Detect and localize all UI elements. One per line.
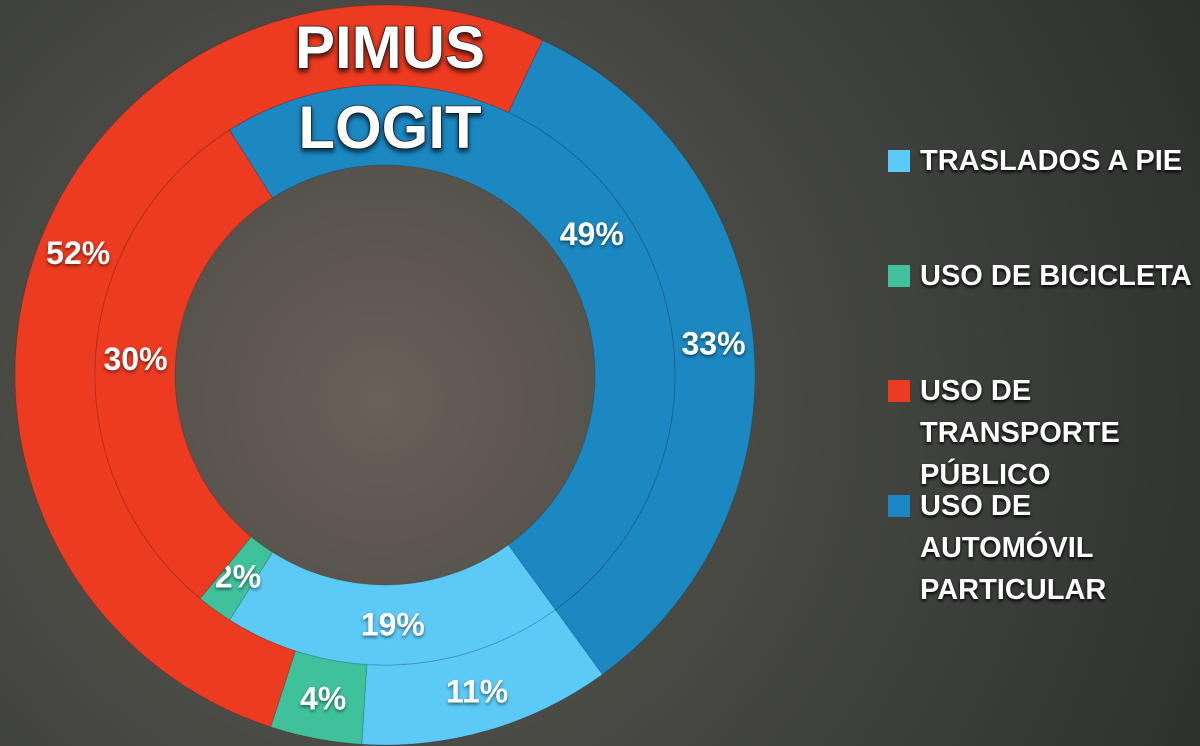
legend-swatch xyxy=(888,380,910,402)
value-label: 19% xyxy=(361,606,425,642)
legend-label: USO DE AUTOMÓVIL PARTICULAR xyxy=(920,485,1195,611)
legend-item: USO DE TRANSPORTE PÚBLICO xyxy=(888,370,1198,485)
value-label: 49% xyxy=(560,216,624,252)
value-label: 4% xyxy=(300,681,346,717)
page: 11%4%52%33%19%2%30%49%PIMUSLOGIT TRASLAD… xyxy=(0,0,1200,746)
legend-label: USO DE TRANSPORTE PÚBLICO xyxy=(920,370,1195,496)
value-label: 33% xyxy=(682,325,746,361)
legend-item: USO DE BICICLETA xyxy=(888,255,1198,370)
legend-swatch xyxy=(888,265,910,287)
legend-label: USO DE BICICLETA xyxy=(920,255,1195,297)
value-label: 11% xyxy=(446,673,508,709)
value-label: 52% xyxy=(46,235,110,271)
legend-label: TRASLADOS A PIE xyxy=(920,140,1195,182)
value-label: 30% xyxy=(103,341,167,377)
legend-swatch xyxy=(888,150,910,172)
ring-name: PIMUS xyxy=(295,14,485,81)
legend: TRASLADOS A PIE USO DE BICICLETA USO DE TR… xyxy=(888,140,1198,600)
legend-item: TRASLADOS A PIE xyxy=(888,140,1198,255)
ring-name: LOGIT xyxy=(298,94,481,161)
legend-item: USO DE AUTOMÓVIL PARTICULAR xyxy=(888,485,1198,600)
legend-swatch xyxy=(888,495,910,517)
